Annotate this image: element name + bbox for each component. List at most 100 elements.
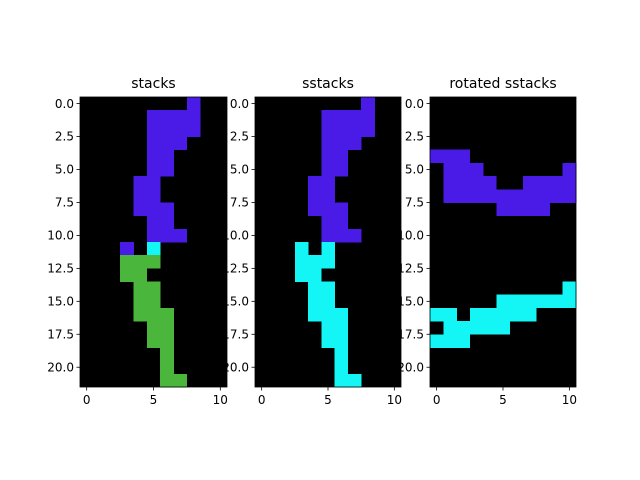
- cell-purple: [361, 97, 375, 111]
- x-tick-label: 0: [433, 393, 441, 407]
- cell-purple: [308, 176, 335, 190]
- cell-purple: [133, 202, 174, 216]
- cell-purple: [321, 136, 362, 151]
- cell-cyan: [308, 281, 335, 296]
- cell-purple: [443, 162, 484, 177]
- cell-purple: [443, 189, 577, 203]
- y-tick-label: 0.0: [230, 97, 249, 111]
- cell-green: [120, 255, 161, 269]
- y-tick-label: 5.0: [230, 163, 249, 177]
- y-tick-label: 2.5: [230, 130, 249, 144]
- y-tick-label: 15.0: [222, 295, 249, 309]
- cell-purple: [443, 176, 497, 190]
- y-tick-label: 7.5: [230, 196, 249, 210]
- cell-purple: [321, 149, 349, 164]
- y-tick-label: 5.0: [55, 163, 74, 177]
- y-tick-label: 12.5: [47, 262, 74, 276]
- cell-purple: [146, 136, 188, 151]
- cell-purple: [321, 228, 362, 243]
- y-tick-label: 5.0: [405, 163, 424, 177]
- cell-green: [146, 321, 174, 335]
- cell-green: [146, 334, 174, 348]
- cell-cyan: [294, 268, 322, 282]
- x-tick-label: 5: [150, 393, 158, 407]
- cell-cyan: [562, 281, 577, 296]
- cell-cyan: [496, 294, 577, 309]
- cell-purple: [522, 176, 577, 190]
- plot-area: 0 5 10 0.0 2.5 5.0 7.5 10.0 12.5 15.0 17.5 20.0: [222, 96, 402, 407]
- plot-area: 0 5 10 0.0 2.5 5.0 7.5 10.0 12.5 15.0 17.5 20.0: [397, 96, 577, 407]
- panel-title: rotated sstacks: [449, 76, 556, 92]
- cell-cyan: [294, 255, 335, 269]
- cell-green: [133, 281, 161, 296]
- y-tick-label: 20.0: [47, 360, 74, 374]
- cell-green: [160, 360, 174, 375]
- panel-title: sstacks: [302, 76, 354, 92]
- y-tick-label: 12.5: [222, 262, 249, 276]
- cell-cyan: [321, 321, 349, 335]
- cell-purple: [186, 97, 201, 111]
- cell-purple: [496, 202, 550, 216]
- y-tick-label: 2.5: [55, 130, 74, 144]
- cell-cyan: [321, 242, 335, 256]
- y-tick-label: 0.0: [55, 97, 74, 111]
- cell-purple: [321, 215, 349, 230]
- x-tick-label: 5: [324, 393, 332, 407]
- cell-cyan: [334, 373, 362, 388]
- cell-cyan: [321, 334, 349, 348]
- cell-purple: [308, 189, 335, 203]
- cell-purple: [146, 149, 174, 164]
- x-tick-label: 10: [387, 393, 402, 407]
- cell-cyan: [308, 294, 335, 309]
- cell-purple: [321, 110, 375, 124]
- cell-cyan: [294, 242, 309, 256]
- cell-green: [160, 347, 174, 361]
- cell-cyan: [443, 321, 510, 335]
- y-tick-label: 12.5: [397, 262, 424, 276]
- y-tick-label: 10.0: [47, 229, 74, 243]
- y-tick-label: 10.0: [222, 229, 249, 243]
- y-tick-label: 7.5: [405, 196, 424, 210]
- cell-purple: [562, 162, 577, 177]
- y-tick-label: 2.5: [405, 130, 424, 144]
- y-tick-label: 15.0: [47, 295, 74, 309]
- cell-cyan: [146, 242, 161, 256]
- cell-green: [133, 307, 174, 322]
- y-tick-label: 20.0: [397, 360, 424, 374]
- y-tick-label: 7.5: [55, 196, 74, 210]
- cell-purple: [146, 228, 188, 243]
- cell-purple: [146, 123, 201, 137]
- x-tick-label: 5: [499, 393, 507, 407]
- x-tick-label: 0: [83, 393, 91, 407]
- y-tick-label: 10.0: [397, 229, 424, 243]
- cell-cyan: [430, 334, 471, 348]
- y-tick-label: 17.5: [397, 327, 424, 341]
- cell-purple: [308, 202, 349, 216]
- cell-cyan: [308, 307, 349, 322]
- cell-purple: [133, 176, 161, 190]
- x-tick-label: 10: [213, 393, 228, 407]
- panel-title: stacks: [131, 76, 175, 92]
- cell-green: [133, 294, 161, 309]
- cell-purple: [321, 162, 349, 177]
- y-tick-label: 20.0: [222, 360, 249, 374]
- y-tick-label: 0.0: [405, 97, 424, 111]
- panel-stacks: stacks 0 5 10 0.0 2.5 5.0 7.5 10.0 12.5 15.0 17.5 2…: [47, 76, 228, 407]
- x-tick-label: 10: [562, 393, 577, 407]
- cell-purple: [146, 110, 201, 124]
- cell-purple: [146, 215, 174, 230]
- panel-sstacks: sstacks 0 5 10 0.0 2.5 5.0 7.5 10.0 12.5 15.0 17.5…: [222, 76, 402, 407]
- x-tick-label: 0: [258, 393, 266, 407]
- cell-purple: [321, 123, 375, 137]
- cell-purple: [430, 149, 471, 164]
- cell-purple: [120, 242, 134, 256]
- y-tick-label: 17.5: [47, 327, 74, 341]
- cell-cyan: [469, 307, 537, 322]
- cell-green: [160, 373, 188, 388]
- cell-green: [120, 268, 148, 282]
- panel-rotated-sstacks: rotated sstacks 0 5 10 0.0 2.5 5.0 7.5 10.0 12.5…: [397, 76, 577, 407]
- y-tick-label: 17.5: [222, 327, 249, 341]
- cell-purple: [146, 162, 174, 177]
- cell-purple: [133, 189, 161, 203]
